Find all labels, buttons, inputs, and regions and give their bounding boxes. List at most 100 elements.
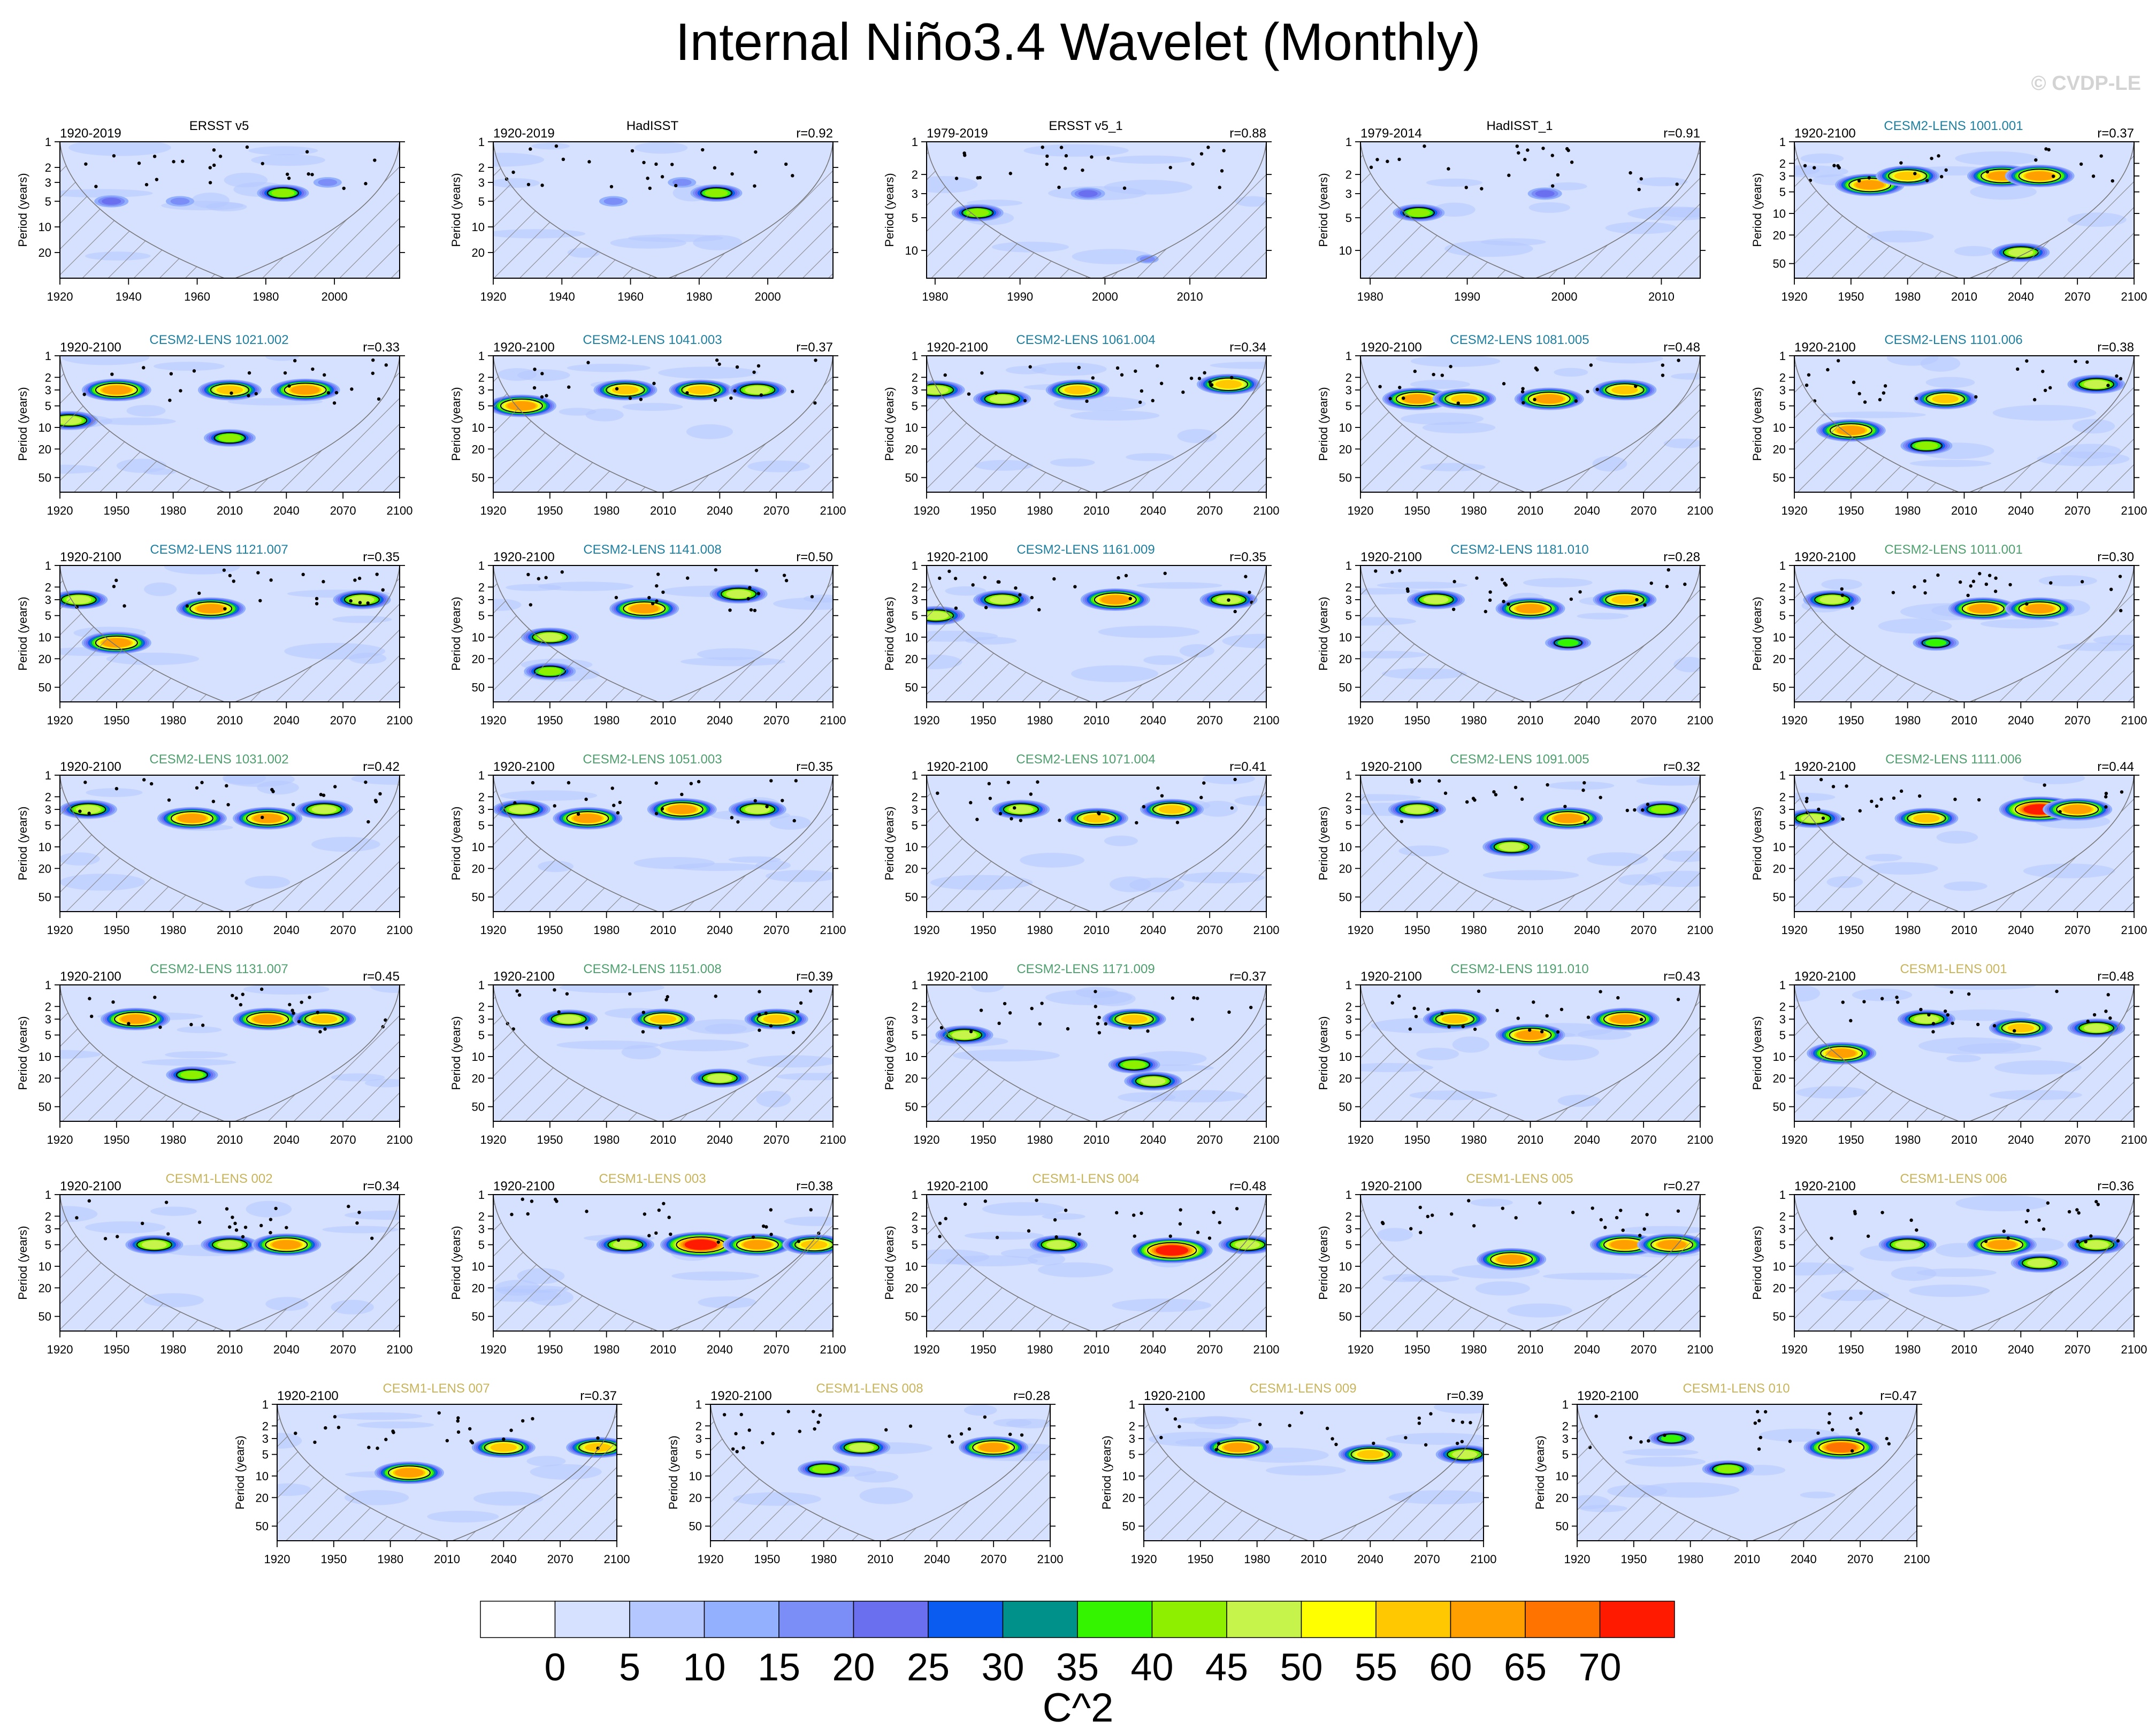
significance-dot [1369,165,1373,169]
significance-dot [1507,173,1511,177]
significance-dot [1944,168,1948,172]
significance-contour [213,432,246,444]
x-tick-label: 1940 [116,290,142,303]
significance-dot [1517,151,1520,155]
significance-dot [84,162,88,166]
significance-dot [2079,162,2083,166]
wavelet-power-blob [218,434,241,442]
significance-dot [1925,179,1929,182]
significance-dot [1064,154,1068,158]
y-tick-label: 3 [478,176,485,189]
significance-dot [110,372,114,376]
x-tick-label: 1980 [1894,290,1921,303]
panel-years: 1920-2100 [1794,126,1856,141]
cone-of-influence-line [493,142,833,278]
x-tick-label: 2100 [2121,290,2147,303]
significance-dot [1045,154,1049,158]
significance-dot [1832,164,1836,167]
y-tick-label: 1 [45,135,51,149]
colorbar-level-label: 30 [981,1646,1024,1689]
significance-dot [1386,159,1389,163]
wavelet-power-blob [705,189,728,197]
colorbar-swatch [853,1601,929,1638]
y-tick-label: 10 [1339,244,1352,257]
y-tick-label: 5 [1779,186,1786,199]
significance-dot [1937,154,1940,158]
significance-dot [609,185,614,189]
colorbar-swatch [704,1601,779,1638]
significance-dot [1218,186,1221,189]
x-tick-label: 1920 [1782,290,1808,303]
page-title: Internal Niño3.4 Wavelet (Monthly) [675,12,1481,71]
significance-dot [1985,170,1990,174]
significance-dot [654,162,658,166]
significance-dot [1057,185,1061,189]
cone-of-influence-line [1794,142,2134,278]
colorbar-level-label: 60 [1429,1646,1472,1689]
significance-dot [144,182,149,187]
wavelet-panel: 1 2 3 5 10 1980 1990 2000 2010 Period (years) 1979… [883,119,1272,303]
contour-patch [1426,178,1482,187]
panel-title: CESM2-LENS 1001.001 [1884,119,2023,133]
x-tick-label: 2000 [1092,290,1118,303]
cone-of-influence-hatch [1794,142,2134,278]
y-tick-label: 10 [1773,207,1786,220]
colorbar-swatch [1077,1601,1153,1638]
significance-dot [1191,162,1195,166]
significance-dot [307,172,310,176]
x-tick-label: 2000 [1551,290,1578,303]
x-tick-label: 1980 [1357,290,1383,303]
significance-dot [1629,171,1632,175]
significance-dot [2051,174,2055,178]
panel-years: 1920-2019 [493,126,555,141]
significance-dot [630,149,634,153]
colorbar-swatch [480,1601,556,1638]
significance-dot [2099,154,2103,158]
colorbar-swatch [1375,1601,1451,1638]
x-tick-label: 2010 [1648,290,1675,303]
significance-dot [753,184,756,188]
significance-dot [587,160,591,164]
panel-title: ERSST v5_1 [1049,119,1122,133]
significance-dot [2047,148,2051,152]
significance-dot [1122,186,1127,190]
significance-dot [978,175,982,180]
significance-dot [511,170,515,174]
panel-frame [926,141,1267,279]
significance-dot [1551,184,1555,188]
significance-dot [1045,162,1049,166]
significance-dot [254,392,258,396]
colorbar-swatch [629,1601,705,1638]
x-tick-label: 1960 [617,290,644,303]
significance-dot [1930,156,1933,160]
significance-contour [210,383,250,397]
significance-dot [1541,147,1545,150]
significance-dot [1423,144,1426,148]
significance-dot [1899,161,1903,165]
colorbar-swatch [1450,1601,1526,1638]
colorbar-swatch [928,1601,1004,1638]
panel-correlation: r=0.92 [796,126,833,141]
significance-dot [1836,164,1840,168]
colorbar-level-label: 10 [683,1646,725,1689]
panel-title: ERSST v5 [189,119,249,133]
significance-dot [954,177,959,180]
cone-of-influence-hatch [1360,142,1700,278]
significance-dot [94,185,98,188]
contour-patch [1637,177,1688,187]
contour-patch [1108,155,1192,164]
colorbar-level-label: 50 [1280,1646,1322,1689]
panel-years: 1979-2019 [927,126,988,141]
significance-dot [1090,155,1094,159]
significance-dot [350,387,354,391]
wavelet-power-blob [291,385,320,395]
significance-dot [371,371,375,375]
significance-dot [293,358,297,363]
significance-dot [181,159,185,163]
significance-dot [285,172,289,176]
significance-dot [648,186,652,190]
wavelet-panel: 1 2 3 5 10 1980 1990 2000 2010 Period (years) 1979… [1317,119,1706,303]
significance-dot [1526,148,1530,152]
